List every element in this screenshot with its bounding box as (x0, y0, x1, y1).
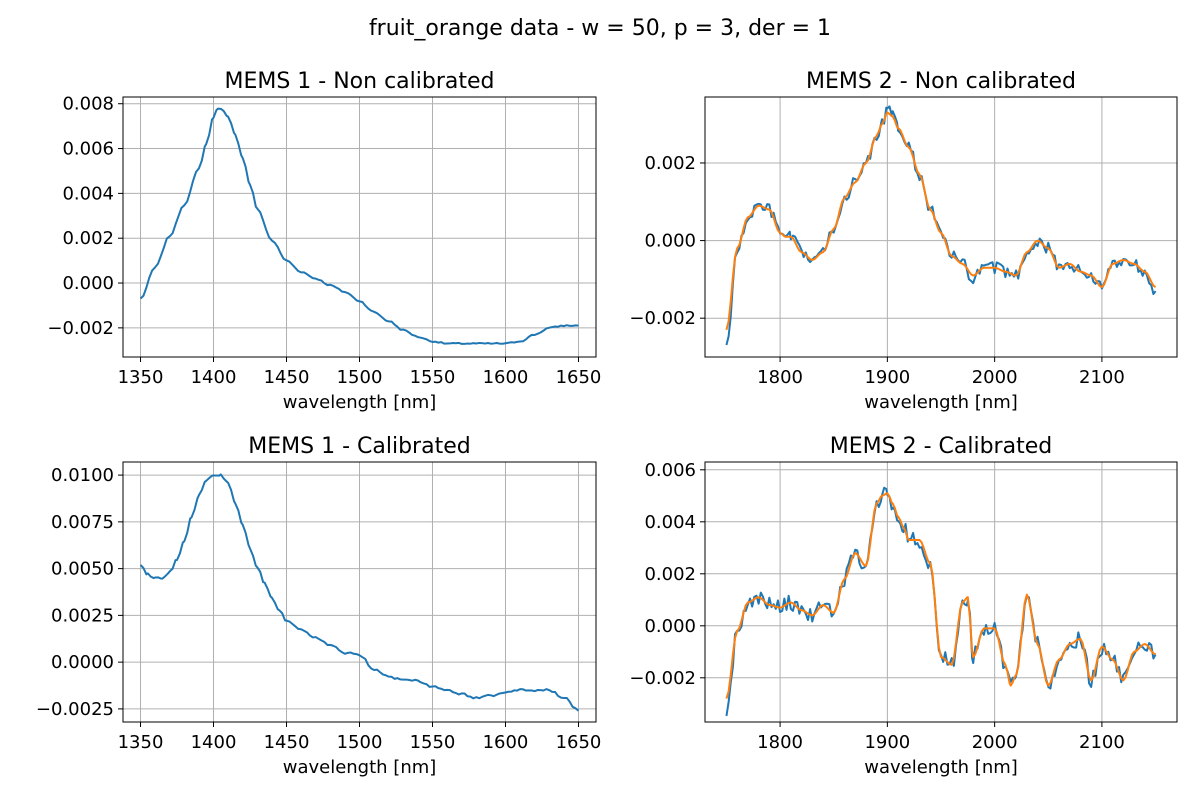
x-tick-label: 1400 (191, 732, 237, 753)
x-tick-label: 1550 (410, 732, 456, 753)
x-axis-label: wavelength [nm] (864, 757, 1018, 778)
y-tick-label: −0.002 (629, 668, 696, 689)
x-tick-label: 2000 (972, 732, 1018, 753)
x-tick-label: 2100 (1079, 732, 1125, 753)
panel-mems1-calibrated: 1350 1400 1450 1500 1550 1600 1650 −0.0025 0.000… (36, 434, 601, 778)
panel-mems2-calibrated: 1800 1900 2000 2100 −0.002 0.000 0.002 0.004 0.0… (629, 434, 1178, 778)
x-tick-label: 2000 (972, 367, 1018, 388)
x-tick-label: 1450 (264, 732, 310, 753)
axes-frame (704, 96, 1178, 358)
panel-title: MEMS 2 - Calibrated (830, 434, 1052, 459)
series-line-1 (139, 107, 579, 345)
y-tick-label: 0.002 (644, 564, 696, 585)
y-tick-label: 0.0025 (51, 605, 114, 626)
series-line-2 (725, 111, 1157, 331)
y-tick-label: 0.008 (62, 94, 114, 115)
x-tick-label: 1450 (264, 367, 310, 388)
x-axis-label: wavelength [nm] (864, 392, 1018, 413)
y-tick-label: 0.002 (62, 228, 114, 249)
y-tick-label: 0.0075 (51, 512, 114, 533)
x-tick-label: 1900 (864, 732, 910, 753)
x-tick-label: 1650 (556, 367, 602, 388)
x-tick-label: 1800 (757, 367, 803, 388)
series-line-2 (725, 492, 1156, 699)
panel-mems2-non-calibrated: 1800 1900 2000 2100 −0.002 0.000 0.002 MEMS 2 -… (629, 69, 1178, 413)
y-tick-label: −0.002 (47, 318, 114, 339)
x-tick-label: 1550 (410, 367, 456, 388)
y-tick-label: 0.004 (644, 512, 696, 533)
y-tick-label: −0.002 (629, 308, 696, 329)
x-axis-label: wavelength [nm] (283, 757, 437, 778)
y-tick-label: 0.0000 (51, 652, 114, 673)
series-line-1 (725, 105, 1157, 346)
x-tick-label: 1650 (556, 732, 602, 753)
x-tick-label: 1900 (864, 367, 910, 388)
x-tick-label: 1600 (483, 732, 529, 753)
y-tick-label: 0.002 (644, 153, 696, 174)
x-tick-label: 1800 (757, 732, 803, 753)
panel-title: MEMS 1 - Non calibrated (224, 69, 494, 94)
x-tick-label: 1400 (191, 367, 237, 388)
y-tick-label: 0.0050 (51, 559, 114, 580)
x-tick-label: 1350 (118, 732, 164, 753)
figure-suptitle: fruit_orange data - w = 50, p = 3, der =… (369, 16, 831, 41)
y-tick-label: 0.000 (62, 273, 114, 294)
panel-mems1-non-calibrated: 1350 1400 1450 1500 1550 1600 1650 −0.002 0.000 0… (47, 69, 601, 413)
panel-title: MEMS 2 - Non calibrated (806, 69, 1076, 94)
y-tick-label: 0.006 (644, 460, 696, 481)
y-tick-label: 0.006 (62, 139, 114, 160)
x-tick-label: 1600 (483, 367, 529, 388)
x-tick-label: 2100 (1079, 367, 1125, 388)
x-tick-label: 1500 (337, 367, 383, 388)
y-tick-label: −0.0025 (36, 699, 114, 720)
panel-title: MEMS 1 - Calibrated (248, 434, 470, 459)
y-tick-label: 0.0100 (51, 465, 114, 486)
axes-frame (704, 461, 1178, 723)
y-tick-label: 0.004 (62, 183, 114, 204)
x-tick-label: 1500 (337, 732, 383, 753)
series-line-1 (139, 473, 580, 712)
x-tick-label: 1350 (118, 367, 164, 388)
x-axis-label: wavelength [nm] (283, 392, 437, 413)
y-tick-label: 0.000 (644, 616, 696, 637)
y-tick-label: 0.000 (644, 231, 696, 252)
